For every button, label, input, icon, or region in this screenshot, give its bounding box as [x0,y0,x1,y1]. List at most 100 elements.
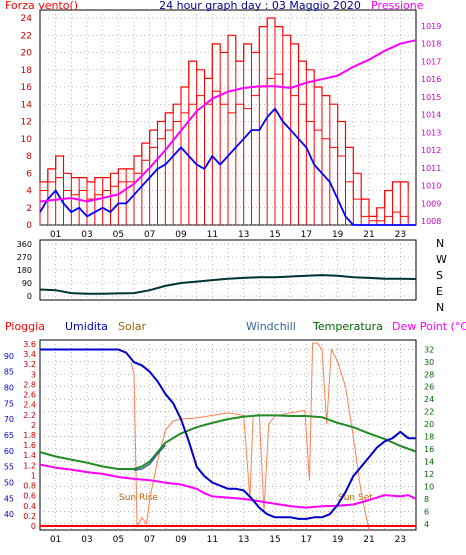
x-tick-label: 17 [301,230,312,240]
humidity-line [40,348,416,520]
y-rain-tick-label: 3.6 [23,340,36,349]
y-rain-tick-label: 2 [31,421,36,430]
compass-label: N [436,237,444,250]
x-tick-label: 15 [269,230,280,240]
x-tick-label: 19 [332,230,344,240]
compass-label: W [436,253,447,266]
y-left-tick-label: 18 [21,66,33,76]
wind-strength-line [40,73,409,222]
x-tick-label: 05 [113,535,124,545]
legend-pioggia: Pioggia [5,320,45,333]
y-temp-tick-label: 10 [424,482,434,491]
y-temp-tick-label: 22 [424,408,434,417]
y-rain-tick-label: 0 [31,522,36,531]
y-humidity-tick-label: 40 [4,510,14,519]
y-temp-tick-label: 14 [424,457,434,466]
y-rain-tick-label: 1 [31,471,36,480]
y-direction-tick-label: 0 [27,292,32,301]
y-left-tick-label: 10 [21,135,33,145]
right-axis-label: Pressione [371,0,424,12]
x-tick-label: 05 [113,230,124,240]
y-direction-tick-label: 180 [17,266,32,275]
x-tick-label: 03 [81,230,92,240]
x-tick-label: 15 [269,535,280,545]
y-temp-tick-label: 30 [424,358,434,367]
y-right-tick-label: 1019 [421,22,441,31]
y-right-tick-label: 1016 [421,75,441,84]
chart-title: 24 hour graph day : 03 Maggio 2020 [159,0,361,12]
annotation-sun-set: Sun Set [338,493,373,503]
y-temp-tick-label: 24 [424,395,434,404]
solar-line [130,342,370,531]
y-rain-tick-label: 0.6 [23,492,36,501]
y-rain-tick-label: 2.2 [23,411,36,420]
x-tick-label: 07 [144,230,155,240]
x-tick-label: 13 [238,535,249,545]
y-temp-tick-label: 8 [424,495,429,504]
y-left-tick-label: 16 [21,83,33,93]
y-temp-tick-label: 6 [424,507,429,516]
y-rain-tick-label: 0.8 [23,482,36,491]
y-rain-tick-label: 3.4 [23,350,36,359]
y-left-tick-label: 4 [26,187,32,197]
compass-label: N [436,301,444,314]
y-humidity-tick-label: 90 [4,352,14,361]
wind-direction-line [39,274,417,295]
compass-label: S [436,269,443,282]
x-tick-label: 13 [238,230,249,240]
y-rain-tick-label: 1.8 [23,431,36,440]
y-right-tick-label: 1015 [421,93,441,102]
y-humidity-tick-label: 60 [4,447,14,456]
x-tick-label: 01 [50,230,61,240]
compass-label: E [436,285,443,298]
y-humidity-tick-label: 70 [4,415,14,424]
y-left-tick-label: 20 [21,49,33,59]
x-tick-label: 03 [81,535,92,545]
legend-temperatura: Temperatura [312,320,383,333]
y-rain-tick-label: 1.6 [23,441,36,450]
x-tick-label: 01 [50,535,61,545]
y-temp-tick-label: 4 [424,520,429,529]
x-tick-label: 23 [395,535,406,545]
y-right-tick-label: 1012 [421,146,441,155]
wind-gust-line [40,17,409,217]
y-rain-tick-label: 0.4 [23,502,36,511]
y-left-tick-label: 14 [21,100,33,110]
y-humidity-tick-label: 50 [4,479,14,488]
y-temp-tick-label: 32 [424,345,434,354]
x-tick-label: 17 [301,535,312,545]
y-right-tick-label: 1010 [421,182,441,191]
wind-average-line [39,107,416,226]
y-temp-tick-label: 18 [424,433,434,442]
y-left-tick-label: 6 [26,169,32,179]
y-temp-tick-label: 20 [424,420,434,429]
y-left-tick-label: 12 [21,118,32,128]
y-humidity-tick-label: 75 [4,399,14,408]
y-humidity-tick-label: 55 [4,463,14,472]
x-tick-label: 11 [207,230,218,240]
windchill-line [133,444,166,471]
y-left-tick-label: 22 [21,31,32,41]
y-left-tick-label: 24 [21,14,33,24]
y-humidity-tick-label: 80 [4,384,14,393]
y-direction-tick-label: 360 [17,240,32,249]
y-right-tick-label: 1013 [421,128,441,137]
y-right-tick-label: 1017 [421,57,441,66]
series-layer [39,17,417,531]
y-humidity-tick-label: 85 [4,368,14,377]
dew-point-line [39,463,417,509]
y-temp-tick-label: 26 [424,383,434,392]
y-rain-tick-label: 3.2 [23,360,36,369]
legend-umidita: Umidita [65,320,108,333]
y-direction-tick-label: 90 [22,279,32,288]
temperature-line [39,414,417,470]
y-rain-tick-label: 2.6 [23,391,36,400]
y-rain-tick-label: 1.4 [23,451,36,460]
y-temp-tick-label: 12 [424,470,434,479]
annotation-sun-rise: Sun Rise [119,493,158,503]
y-rain-tick-label: 1.2 [23,461,36,470]
x-tick-label: 21 [363,230,374,240]
